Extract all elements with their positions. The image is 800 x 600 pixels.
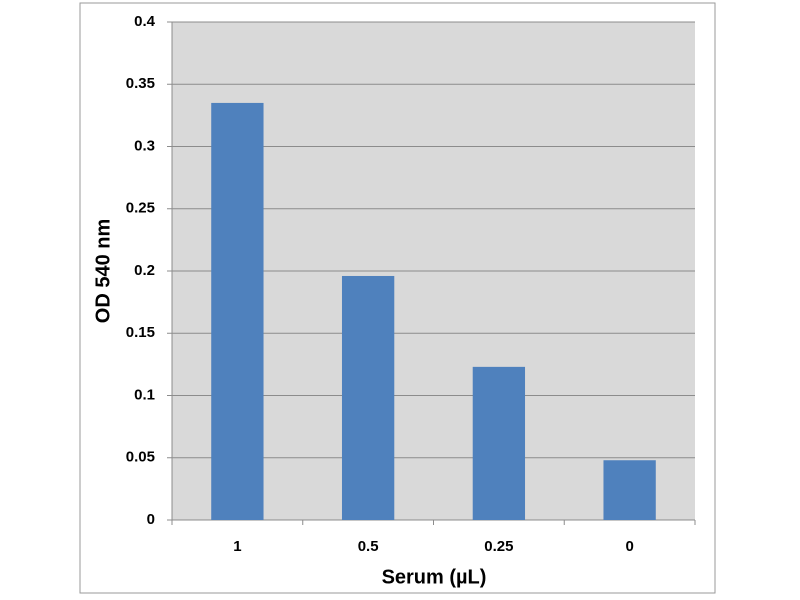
bar — [603, 460, 656, 520]
bar — [211, 102, 264, 521]
x-tick-label: 0.5 — [358, 538, 379, 555]
y-tick-label: 0.25 — [126, 200, 155, 217]
y-tick-label: 0.3 — [134, 137, 155, 154]
bar — [341, 275, 395, 520]
x-tick-label: 1 — [233, 538, 241, 555]
y-tick-label: 0.35 — [126, 75, 155, 92]
y-tick-label: 0.2 — [134, 262, 155, 279]
y-tick-label: 0.4 — [134, 13, 156, 30]
bar — [472, 366, 526, 520]
x-tick-label: 0.25 — [484, 538, 513, 555]
y-tick-label: 0 — [147, 511, 155, 528]
y-axis-title: OD 540 nm — [92, 219, 114, 323]
y-tick-label: 0.1 — [134, 386, 155, 403]
x-tick-label: 0 — [625, 538, 633, 555]
y-tick-label: 0.15 — [126, 324, 155, 341]
y-tick-label: 0.05 — [126, 449, 155, 466]
x-axis-title: Serum (µL) — [382, 566, 487, 588]
